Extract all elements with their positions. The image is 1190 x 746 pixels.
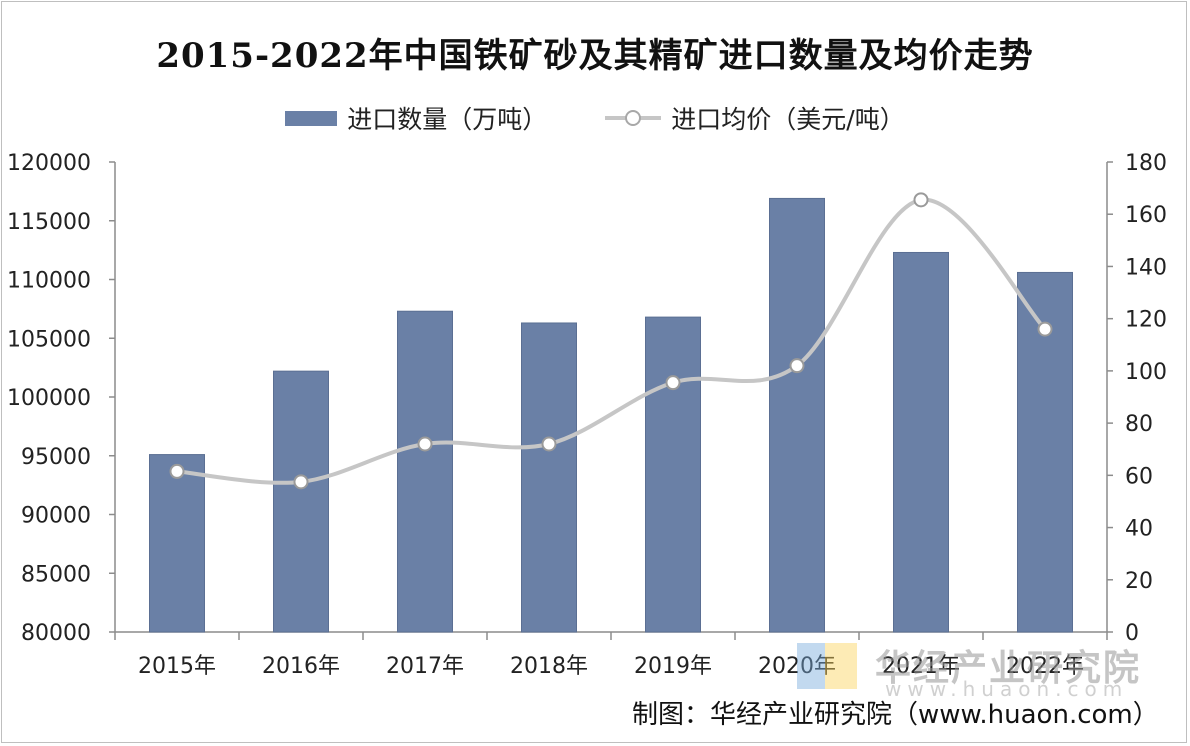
y-left-tick-label: 120000 xyxy=(7,151,91,176)
price-point xyxy=(541,436,557,452)
legend-label-price: 进口均价（美元/吨） xyxy=(671,105,905,134)
chart-title: 2015-2022年中国铁矿砂及其精矿进口数量及均价走势 xyxy=(156,36,1034,76)
y-right-tick-label: 20 xyxy=(1125,569,1153,594)
y-left-tick-label: 85000 xyxy=(21,562,91,587)
x-tick-label: 2020年 xyxy=(758,654,836,679)
y-right-tick-label: 160 xyxy=(1125,203,1167,228)
price-point xyxy=(665,375,681,391)
y-left-tick-label: 90000 xyxy=(21,504,91,529)
y-right-tick-label: 120 xyxy=(1125,308,1167,333)
source-note: 制图：华经产业研究院（www.huaon.com） xyxy=(632,700,1159,730)
y-right-tick-label: 180 xyxy=(1125,151,1167,176)
bar xyxy=(769,197,825,633)
legend-label-quantity: 进口数量（万吨） xyxy=(347,105,548,134)
y-left-tick-label: 105000 xyxy=(7,327,91,352)
chart-legend: 进口数量（万吨） 进口均价（美元/吨） xyxy=(0,100,1190,136)
y-right-tick-label: 0 xyxy=(1125,621,1139,646)
y-right-tick-label: 100 xyxy=(1125,360,1167,385)
bar xyxy=(893,251,949,633)
y-left-tick-label: 95000 xyxy=(21,445,91,470)
x-tick-label: 2019年 xyxy=(634,654,712,679)
price-point xyxy=(293,474,309,490)
bar xyxy=(149,454,205,633)
y-left-tick-label: 100000 xyxy=(7,386,91,411)
bar xyxy=(397,310,453,633)
price-point xyxy=(789,358,805,374)
bar xyxy=(521,322,577,633)
x-tick-label: 2018年 xyxy=(510,654,588,679)
y-left-tick-label: 110000 xyxy=(7,269,91,294)
price-point xyxy=(169,463,185,479)
price-point xyxy=(913,192,929,208)
y-right-tick-label: 60 xyxy=(1125,464,1153,489)
x-tick-label: 2016年 xyxy=(262,654,340,679)
y-right-tick-label: 40 xyxy=(1125,517,1153,542)
bar xyxy=(273,370,329,633)
x-tick-label: 2022年 xyxy=(1006,654,1084,679)
price-point xyxy=(1037,321,1053,337)
bar xyxy=(645,316,701,633)
legend-line-swatch xyxy=(605,108,662,128)
y-right-tick-label: 140 xyxy=(1125,255,1167,280)
price-point xyxy=(417,436,433,452)
y-left-tick-label: 80000 xyxy=(21,621,91,646)
x-tick-label: 2015年 xyxy=(138,654,216,679)
y-right-tick-label: 80 xyxy=(1125,412,1153,437)
y-left-tick-label: 115000 xyxy=(7,210,91,235)
legend-item-price: 进口均价（美元/吨） xyxy=(605,100,905,136)
legend-bar-swatch xyxy=(285,110,338,126)
legend-item-quantity: 进口数量（万吨） xyxy=(285,100,547,136)
x-tick-label: 2021年 xyxy=(882,654,960,679)
x-tick-label: 2017年 xyxy=(386,654,464,679)
